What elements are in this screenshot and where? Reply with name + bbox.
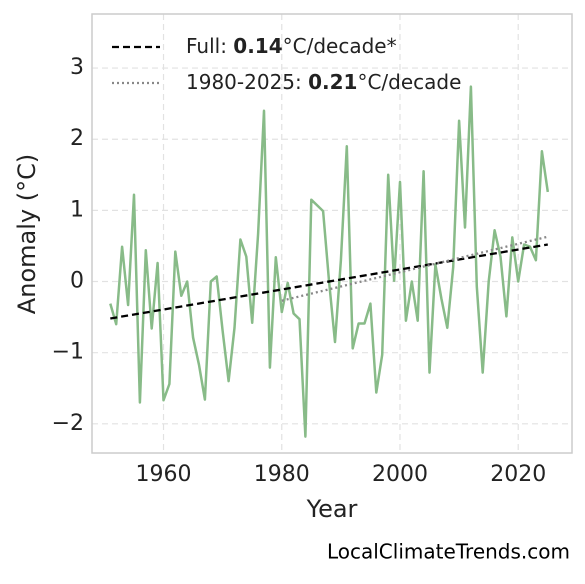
legend-prefix: 1980-2025: xyxy=(186,70,308,94)
legend-suffix: °C/decade* xyxy=(283,34,397,58)
x-tick-label: 1960 xyxy=(136,462,192,487)
y-axis-label: Anomaly (°C) xyxy=(13,154,41,314)
y-tick-label: 1 xyxy=(70,197,84,222)
source: LocalClimateTrends.com xyxy=(327,540,570,564)
y-tick-label: 3 xyxy=(70,55,84,80)
y-tick-label: 0 xyxy=(70,269,84,294)
plot-frame xyxy=(91,13,573,454)
legend-rate: 0.14 xyxy=(233,34,282,58)
legend-label: Full: 0.14°C/decade* xyxy=(186,34,397,58)
y-tick-label: 2 xyxy=(70,126,84,151)
trend-line xyxy=(281,235,549,302)
trend-line xyxy=(110,243,548,320)
x-tick-label: 2000 xyxy=(372,462,428,487)
x-axis-label: Year xyxy=(306,495,358,523)
y-tick-label: −1 xyxy=(52,340,84,365)
legend-suffix: °C/decade xyxy=(357,70,461,94)
x-tick-label: 2020 xyxy=(490,462,546,487)
legend-prefix: Full: xyxy=(186,34,233,58)
legend-rate: 0.21 xyxy=(308,70,357,94)
y-tick-label: −2 xyxy=(52,411,84,436)
legend-label: 1980-2025: 0.21°C/decade xyxy=(186,70,461,94)
x-tick-label: 1980 xyxy=(254,462,310,487)
